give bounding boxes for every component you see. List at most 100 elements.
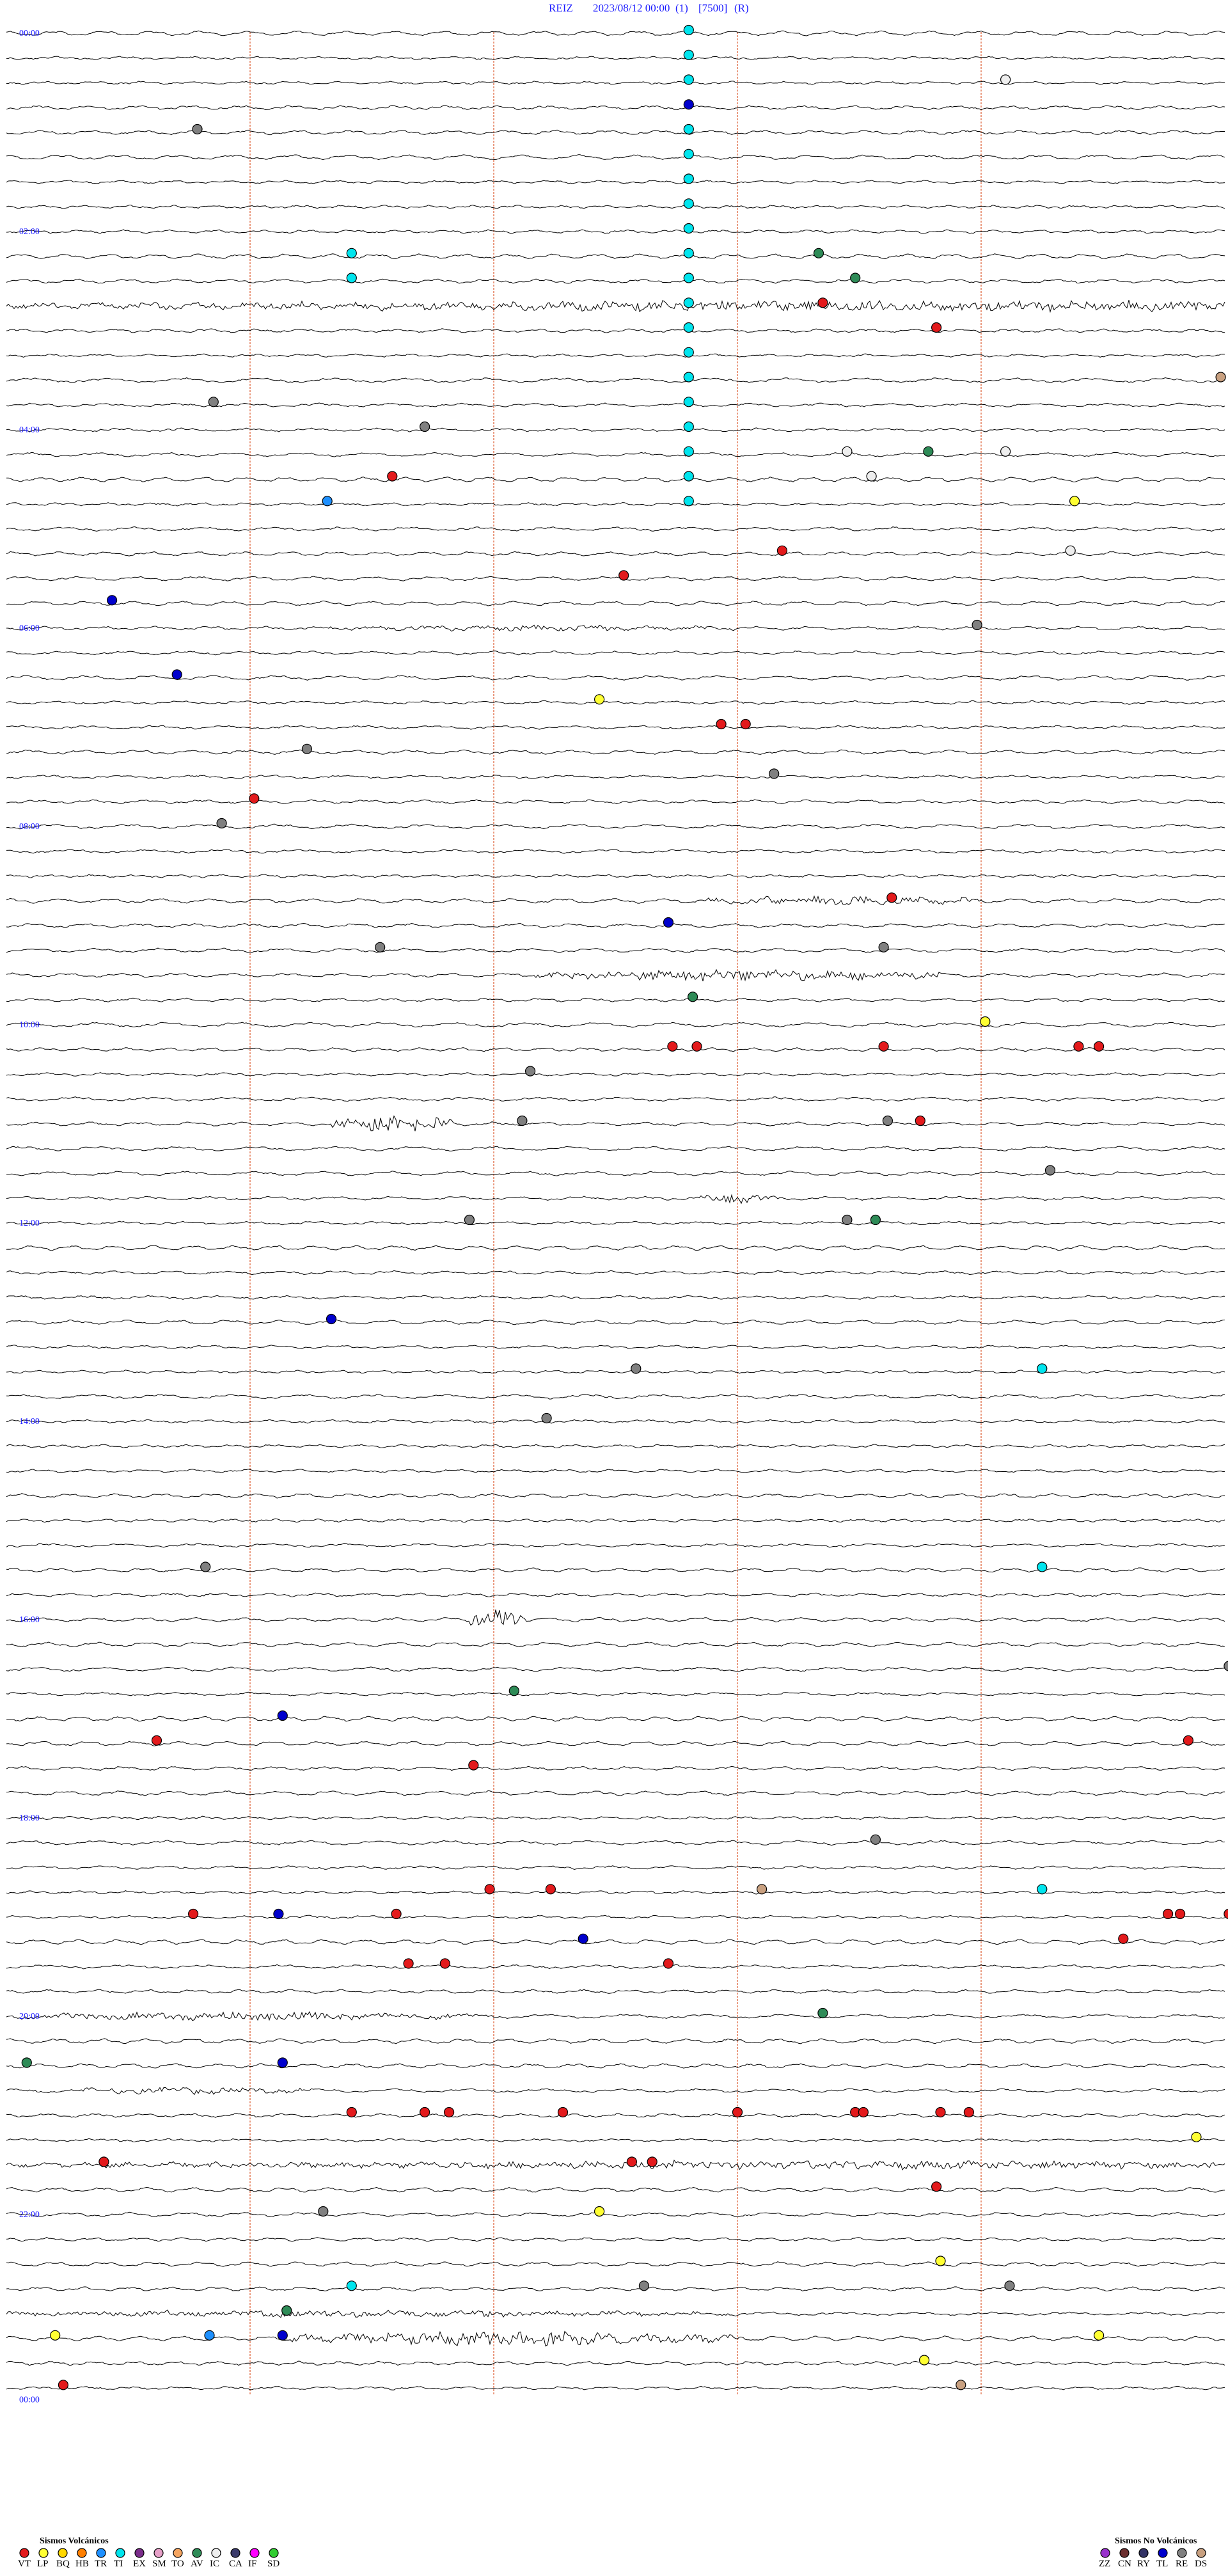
legend-code-vt: VT — [18, 2559, 31, 2569]
event-marker-ti — [683, 471, 694, 482]
trace-row — [6, 922, 1225, 929]
minute-marker-lines — [249, 32, 982, 2395]
event-marker-vt — [858, 2106, 869, 2118]
hour-label: 18:00 — [19, 1813, 40, 1823]
trace-row — [6, 1865, 1225, 1870]
legend-code-sm: SM — [152, 2559, 166, 2569]
trace-row — [6, 2186, 1225, 2193]
event-marker-vt — [935, 2106, 946, 2118]
event-marker-vt — [647, 2156, 657, 2167]
event-marker-re — [541, 1412, 552, 1424]
event-marker-re — [638, 2280, 650, 2291]
event-marker-ti — [683, 74, 694, 85]
event-marker-tl — [663, 917, 674, 928]
event-marker-av — [813, 248, 824, 258]
legend-swatch-ca — [230, 2548, 240, 2558]
event-marker-vt — [1093, 1041, 1105, 1052]
trace-row — [6, 2038, 1225, 2044]
event-marker-ti — [346, 248, 357, 258]
trace-row — [6, 650, 1225, 656]
trace-row — [6, 1915, 1225, 1920]
event-marker-ti — [683, 148, 694, 159]
trace-row — [6, 2087, 1225, 2096]
event-marker-ti — [683, 248, 694, 258]
hour-label: 00:00 — [19, 2395, 40, 2405]
trace-row — [6, 427, 1225, 432]
event-marker-vt — [716, 718, 727, 730]
event-marker-ti — [346, 2280, 357, 2291]
event-marker-vt — [691, 1041, 702, 1052]
trace-row — [6, 1609, 1225, 1626]
event-markers — [21, 24, 1228, 2390]
trace-row — [6, 700, 1225, 705]
trace-row — [6, 576, 1225, 581]
trace-row — [6, 1592, 1225, 1598]
trace-row — [6, 600, 1225, 606]
trace-row — [6, 947, 1225, 953]
legend-code-tl: TL — [1156, 2559, 1168, 2569]
event-marker-vt — [188, 1908, 199, 1920]
event-marker-re — [842, 1214, 853, 1226]
trace-row — [6, 2261, 1225, 2267]
legend-swatch-tl — [1158, 2548, 1168, 2558]
trace-row — [6, 2160, 1225, 2171]
trace-row — [6, 1194, 1225, 1205]
event-marker-lp — [594, 694, 605, 705]
event-marker-vt — [1073, 1041, 1084, 1052]
event-marker-vt — [1162, 1908, 1174, 1920]
seismic-traces — [6, 30, 1225, 2390]
event-marker-ti — [683, 297, 694, 308]
legend-code-ex: EX — [133, 2559, 146, 2569]
event-marker-vt — [346, 2106, 357, 2118]
event-marker-re — [208, 397, 219, 407]
event-marker-re — [769, 768, 780, 779]
chart-title-scale: [7500] — [698, 2, 727, 14]
trace-row — [6, 1939, 1225, 1945]
event-marker-tl — [277, 2330, 288, 2341]
event-marker-re — [882, 1115, 893, 1126]
trace-row — [6, 1469, 1225, 1473]
legend-code-cn: CN — [1118, 2559, 1131, 2569]
legend-code-sd: SD — [267, 2559, 279, 2569]
event-marker-vt — [915, 1115, 925, 1126]
event-marker-re — [419, 421, 430, 432]
trace-row — [6, 1245, 1225, 1251]
event-marker-vt — [443, 2106, 455, 2118]
trace-row — [6, 1741, 1225, 1747]
event-marker-vt — [878, 1041, 889, 1052]
chart-title-mode: (R) — [734, 2, 749, 14]
trace-row — [6, 1221, 1225, 1226]
event-marker-ti — [683, 24, 694, 36]
event-marker-vt — [931, 2181, 942, 2192]
event-marker-vt — [667, 1041, 678, 1052]
event-marker-ti — [683, 372, 694, 383]
event-marker-vt — [151, 1735, 162, 1746]
legend-nonvolcanic: Sismos No Volcánicos ZZ CN RY TL RE DS — [1099, 2536, 1207, 2569]
legend-code-bq: BQ — [56, 2559, 70, 2569]
trace-row — [6, 2330, 1225, 2347]
event-marker-lp — [50, 2330, 61, 2341]
trace-row — [6, 997, 1225, 1002]
event-marker-ti — [683, 273, 694, 283]
event-marker-re — [1004, 2280, 1015, 2291]
trace-row — [6, 402, 1225, 407]
event-marker-tr — [204, 2330, 215, 2341]
trace-row — [6, 180, 1225, 184]
legend-code-re: RE — [1176, 2559, 1188, 2569]
legend-swatch-lp — [38, 2548, 49, 2558]
trace-row — [6, 895, 1225, 905]
chart-title-datetime: 2023/08/12 00:00 — [593, 2, 670, 14]
trace-row — [6, 968, 1225, 982]
event-marker-ti — [683, 123, 694, 135]
trace-row — [6, 874, 1225, 878]
event-marker-av — [817, 2007, 828, 2019]
trace-row — [6, 56, 1225, 60]
event-marker-ic — [1000, 74, 1011, 85]
legend-code-ic: IC — [210, 2559, 219, 2569]
trace-row — [6, 2360, 1225, 2366]
trace-row — [6, 1890, 1225, 1895]
trace-row — [6, 551, 1225, 557]
trace-row — [6, 204, 1225, 209]
event-marker-ic — [1065, 545, 1076, 556]
event-marker-av — [850, 273, 861, 283]
